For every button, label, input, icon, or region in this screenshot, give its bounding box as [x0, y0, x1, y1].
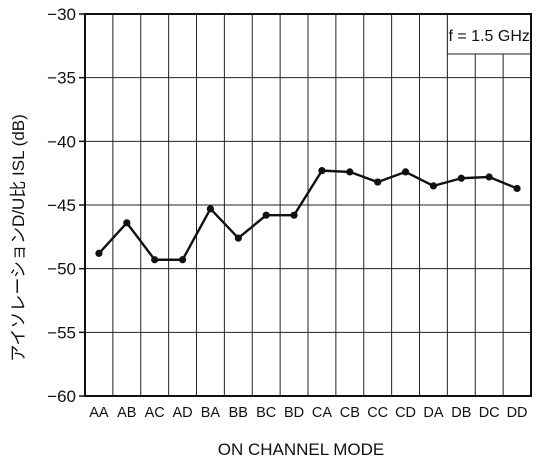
y-tick-label: −35 — [47, 69, 76, 88]
x-tick-label: DA — [423, 405, 443, 421]
data-point — [178, 256, 187, 264]
data-point — [401, 168, 410, 176]
data-point — [457, 174, 465, 182]
x-axis-label: ON CHANNEL MODE — [218, 440, 385, 459]
y-axis-label: アイソレーションD/U比 ISL (dB) — [9, 114, 28, 362]
x-tick-label: BB — [229, 405, 248, 421]
y-tick-label: −55 — [47, 323, 76, 342]
y-tick-labels: −30 −35 −40 −45 −50 −55 −60 — [47, 5, 76, 406]
data-point — [374, 178, 382, 186]
annotation-box — [446, 13, 532, 55]
annotation-text: f = 1.5 GHz — [449, 28, 530, 45]
data-point — [234, 234, 242, 242]
y-tick-label: −40 — [47, 132, 76, 151]
x-tick-label: AC — [145, 405, 165, 421]
series-line — [98, 169, 518, 261]
data-point — [262, 211, 270, 219]
x-tick-label: BD — [284, 405, 304, 421]
data-point — [429, 182, 438, 190]
data-point — [318, 167, 326, 175]
annotation-layer: f = 1.5 GHz — [446, 13, 532, 55]
data-point — [346, 168, 354, 176]
x-tick-label: DD — [507, 405, 528, 421]
x-tick-label: BC — [256, 405, 276, 421]
x-tick-label: DC — [479, 405, 500, 421]
x-tick-label: DB — [451, 405, 471, 421]
x-tick-label: CD — [395, 405, 416, 421]
data-point — [206, 205, 215, 213]
x-tick-label: AD — [172, 405, 192, 421]
y-tick-label: −60 — [47, 387, 76, 406]
data-point — [151, 256, 159, 264]
x-tick-label: CB — [340, 405, 360, 421]
x-tick-label: AB — [117, 405, 136, 421]
x-tick-label: BA — [201, 405, 221, 421]
series-layer — [95, 167, 521, 264]
data-point — [513, 184, 521, 193]
x-tick-label: CA — [312, 405, 332, 421]
x-tick-labels: AA AB AC AD BA BB BC BD CA CB CC CD DA DB DC DD — [89, 405, 527, 421]
x-tick-label: CC — [367, 405, 388, 421]
data-point — [485, 173, 493, 181]
x-tick-label: AA — [89, 405, 109, 421]
data-point — [290, 211, 298, 219]
data-point — [123, 219, 131, 227]
grid — [85, 14, 531, 396]
data-point — [95, 249, 103, 257]
plot-frame — [79, 13, 532, 397]
y-tick-label: −50 — [47, 260, 76, 279]
y-tick-label: −30 — [47, 5, 76, 24]
y-tick-label: −45 — [47, 196, 76, 215]
